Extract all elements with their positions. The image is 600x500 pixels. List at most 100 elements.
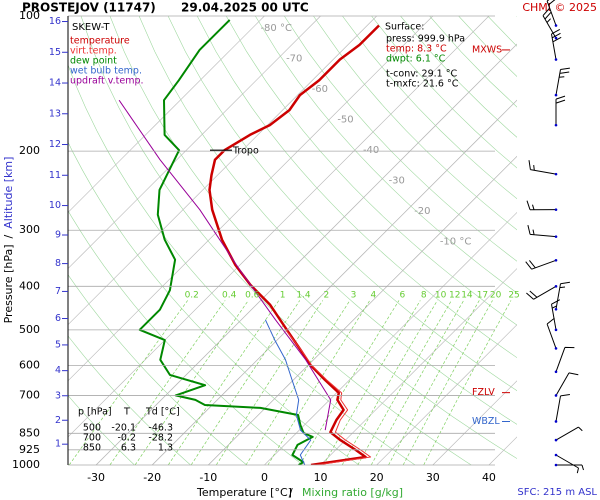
wind-station (554, 420, 558, 423)
table-cell: -0.2 (117, 433, 136, 444)
isotherm (264, 211, 517, 465)
profile-line (138, 19, 314, 465)
y-tick-label: 300 (19, 223, 40, 236)
altitude-tick-label: 8 (55, 258, 61, 269)
altitude-tick-label: 4 (55, 365, 61, 376)
mixing-ratio-label: 0.2 (185, 290, 199, 300)
mixing-ratio-label: 12 (449, 290, 460, 300)
wind-station (554, 370, 558, 374)
surface-line: temp: 8.3 °C (386, 44, 447, 55)
dry-adiabat (313, 16, 517, 231)
x-axis-label: Temperature [°C] (196, 486, 292, 499)
x-axis-label-2: Mixing ratio [g/kg] (302, 486, 403, 499)
altitude-tick-label: 14 (49, 78, 61, 89)
y-tick-label: 700 (19, 388, 40, 401)
y-axis-label: Pressure [hPa] / Altitude [km] (2, 157, 15, 324)
isotherm (68, 16, 490, 438)
isotherm (68, 16, 434, 382)
x-tick-label: 20 (370, 471, 384, 484)
table-cell: -20.1 (111, 423, 136, 434)
surface-line: press: 999.9 hPa (386, 34, 465, 45)
profile-line (264, 319, 312, 465)
isotherm-label: -20 (414, 206, 430, 217)
dry-adiabat (196, 16, 517, 359)
wind-barb (526, 200, 557, 211)
wind-barb (551, 28, 562, 60)
altitude-tick-label: 6 (55, 313, 61, 324)
chart-title: PROSTEJOV (11747) (22, 1, 156, 15)
level-label: MXWS (472, 44, 502, 55)
mixing-ratio-line (190, 300, 301, 465)
wind-station (554, 172, 558, 176)
isotherm (376, 324, 517, 465)
legend-entry: updraft v.temp. (70, 76, 144, 87)
altitude-tick-label: 13 (49, 108, 61, 119)
wind-barb (551, 299, 561, 330)
x-tick-label: 0 (261, 471, 268, 484)
surface-line: dwpt: 6.1 °C (386, 54, 446, 65)
wind-station (554, 235, 558, 238)
mixing-ratio-line (388, 300, 480, 465)
isotherm (68, 16, 321, 270)
dry-adiabat (255, 16, 517, 294)
mixing-ratio-label: 25 (508, 290, 519, 300)
dry-adiabat (284, 16, 517, 262)
table-cell: 850 (83, 443, 101, 454)
y-tick-label: 100 (19, 9, 40, 22)
x-tick-label: -30 (87, 471, 105, 484)
level-label: WBZL (472, 416, 500, 427)
wind-barb (528, 160, 557, 175)
y-axis-label-1: Pressure [hPa] (2, 244, 15, 323)
legend-entry: virt.temp. (70, 46, 117, 57)
isotherm-label: -60 (312, 84, 328, 95)
tropopause-label: Tropo (232, 146, 259, 157)
altitude-tick-label: 9 (55, 229, 61, 240)
wind-station (554, 258, 558, 262)
table-header: p [hPa] (78, 407, 112, 418)
wind-station (554, 463, 558, 467)
wind-barb (556, 464, 584, 471)
altitude-tick-label: 11 (49, 170, 61, 181)
mixing-ratio-label: 1 (280, 290, 286, 300)
isotherm-label: -10 °C (440, 237, 472, 248)
wind-barb (527, 224, 557, 238)
wind-station (554, 285, 558, 288)
dry-adiabat (342, 16, 517, 200)
altitude-tick-label: 3 (55, 390, 61, 401)
y-tick-label: 600 (19, 358, 40, 371)
y-tick-label: 925 (19, 443, 40, 456)
wind-barb (555, 426, 583, 441)
altitude-tick-label: 12 (49, 139, 61, 150)
wind-barb (555, 346, 575, 372)
isotherm-label: -30 (389, 176, 405, 187)
mixing-ratio-line (370, 300, 465, 465)
altitude-tick-label: 1 (55, 439, 61, 450)
isotherm (68, 16, 377, 326)
table-cell: 6.3 (121, 443, 136, 454)
mixing-ratio-line (215, 300, 324, 465)
y-tick-label: 400 (19, 279, 40, 292)
isotherm-label: -50 (337, 115, 353, 126)
wind-barb (546, 0, 557, 26)
wind-barb (555, 372, 579, 396)
wind-station (554, 24, 558, 27)
y-tick-label: 850 (19, 426, 40, 439)
mixing-ratio-label: 0.6 (245, 290, 260, 300)
mixing-ratio-label: 17 (477, 290, 488, 300)
legend-entry: dew point (70, 56, 117, 67)
table-cell: 1.3 (158, 443, 173, 454)
altitude-tick-label: 16 (49, 16, 61, 27)
level-label: FZLV (472, 387, 495, 398)
isotherm (320, 268, 517, 465)
y-tick-label: 200 (19, 144, 40, 157)
dry-adiabat (138, 16, 517, 425)
table-cell: 500 (83, 423, 101, 434)
mixing-ratio-label: 6 (400, 290, 406, 300)
wind-station (554, 58, 558, 61)
isotherm-label: -80 °C (260, 23, 292, 34)
surface-title: Surface: (385, 22, 424, 33)
mixing-ratio-line (402, 300, 493, 465)
isotherm (432, 380, 517, 465)
